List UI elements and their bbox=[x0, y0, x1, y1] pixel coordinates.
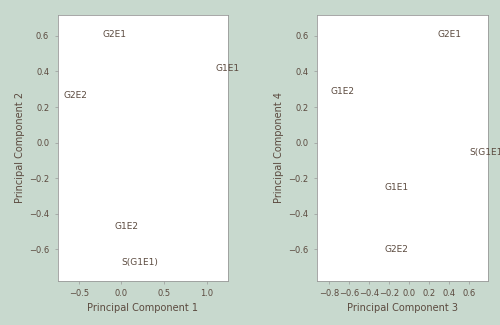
Text: G2E2: G2E2 bbox=[64, 91, 88, 100]
X-axis label: Principal Component 1: Principal Component 1 bbox=[88, 303, 198, 313]
Text: G2E1: G2E1 bbox=[438, 31, 462, 40]
Y-axis label: Principal Component 4: Principal Component 4 bbox=[274, 92, 284, 203]
Text: G1E2: G1E2 bbox=[114, 222, 138, 231]
X-axis label: Principal Component 3: Principal Component 3 bbox=[346, 303, 458, 313]
Text: G1E1: G1E1 bbox=[384, 183, 408, 192]
Text: S(G1E1): S(G1E1) bbox=[122, 258, 158, 267]
Text: G2E2: G2E2 bbox=[384, 245, 408, 254]
Y-axis label: Principal Component 2: Principal Component 2 bbox=[15, 92, 25, 203]
Text: S(G1E1): S(G1E1) bbox=[470, 148, 500, 157]
Text: G2E1: G2E1 bbox=[102, 31, 126, 40]
Text: G1E2: G1E2 bbox=[331, 87, 355, 96]
Text: G1E1: G1E1 bbox=[216, 64, 240, 73]
